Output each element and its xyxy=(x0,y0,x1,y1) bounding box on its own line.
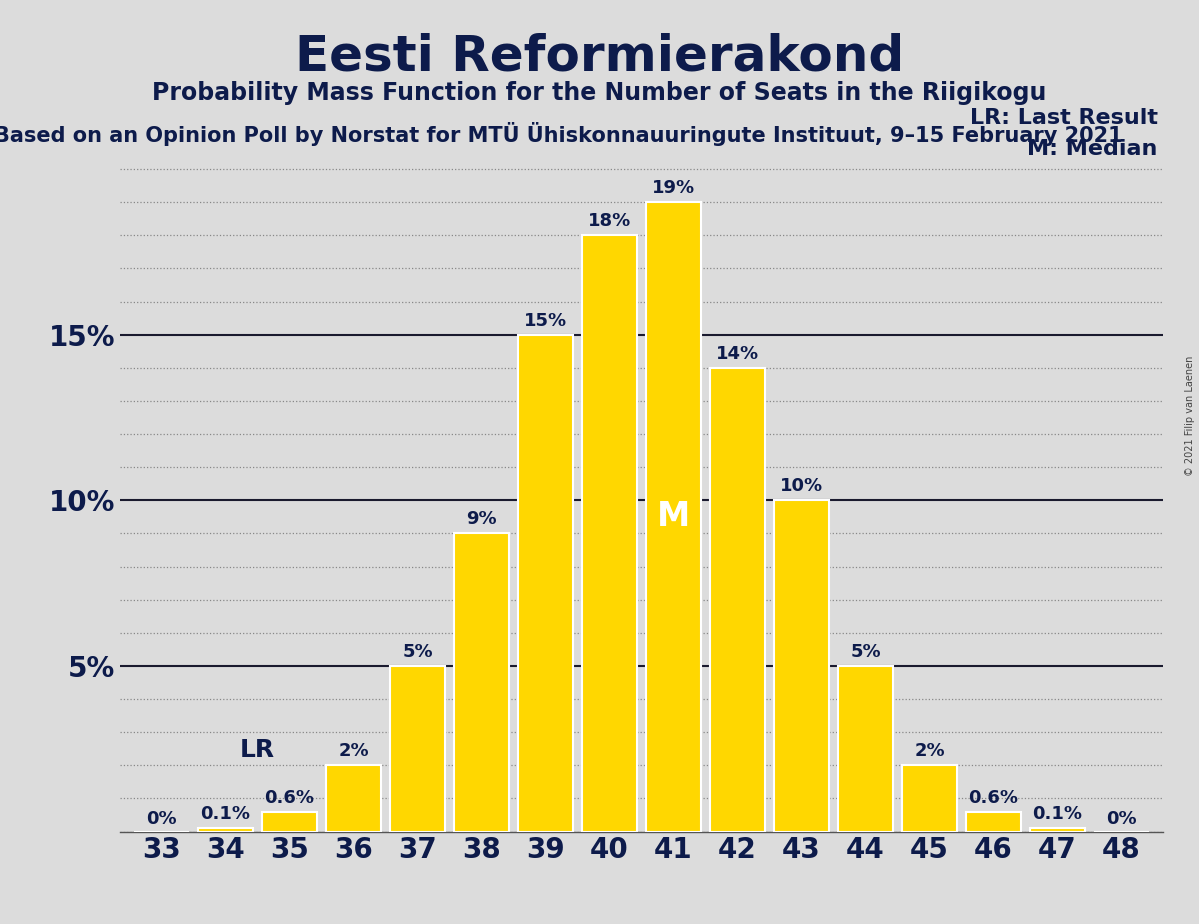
Bar xyxy=(263,811,317,832)
Text: 0%: 0% xyxy=(146,810,176,828)
Text: 0.6%: 0.6% xyxy=(265,789,314,807)
Text: 0.1%: 0.1% xyxy=(1032,806,1083,823)
Text: © 2021 Filip van Laenen: © 2021 Filip van Laenen xyxy=(1186,356,1195,476)
Bar xyxy=(966,811,1020,832)
Text: 15%: 15% xyxy=(524,311,567,330)
Text: 19%: 19% xyxy=(652,179,695,197)
Text: 18%: 18% xyxy=(588,213,631,230)
Text: 10%: 10% xyxy=(779,478,823,495)
Bar xyxy=(583,236,637,832)
Text: M: Median: M: Median xyxy=(1028,139,1158,159)
Text: 14%: 14% xyxy=(716,345,759,363)
Text: LR: Last Result: LR: Last Result xyxy=(970,108,1158,128)
Text: Probability Mass Function for the Number of Seats in the Riigikogu: Probability Mass Function for the Number… xyxy=(152,81,1047,105)
Bar xyxy=(646,202,700,832)
Bar xyxy=(838,666,892,832)
Text: Based on an Opinion Poll by Norstat for MTÜ Ühiskonnauuringute Instituut, 9–15 F: Based on an Opinion Poll by Norstat for … xyxy=(0,122,1122,146)
Text: 9%: 9% xyxy=(466,510,496,529)
Text: 5%: 5% xyxy=(850,643,881,661)
Text: 2%: 2% xyxy=(338,742,369,760)
Bar xyxy=(391,666,445,832)
Text: LR: LR xyxy=(240,738,275,762)
Text: 0.1%: 0.1% xyxy=(200,806,251,823)
Bar xyxy=(710,368,765,832)
Bar xyxy=(454,533,508,832)
Text: 2%: 2% xyxy=(914,742,945,760)
Bar xyxy=(775,500,829,832)
Text: M: M xyxy=(657,501,691,533)
Bar xyxy=(903,765,957,832)
Bar xyxy=(198,828,253,832)
Text: 0%: 0% xyxy=(1107,810,1137,828)
Text: 0.6%: 0.6% xyxy=(969,789,1018,807)
Bar xyxy=(518,334,573,832)
Text: 5%: 5% xyxy=(402,643,433,661)
Bar xyxy=(1030,828,1085,832)
Bar xyxy=(326,765,381,832)
Text: Eesti Reformierakond: Eesti Reformierakond xyxy=(295,32,904,80)
